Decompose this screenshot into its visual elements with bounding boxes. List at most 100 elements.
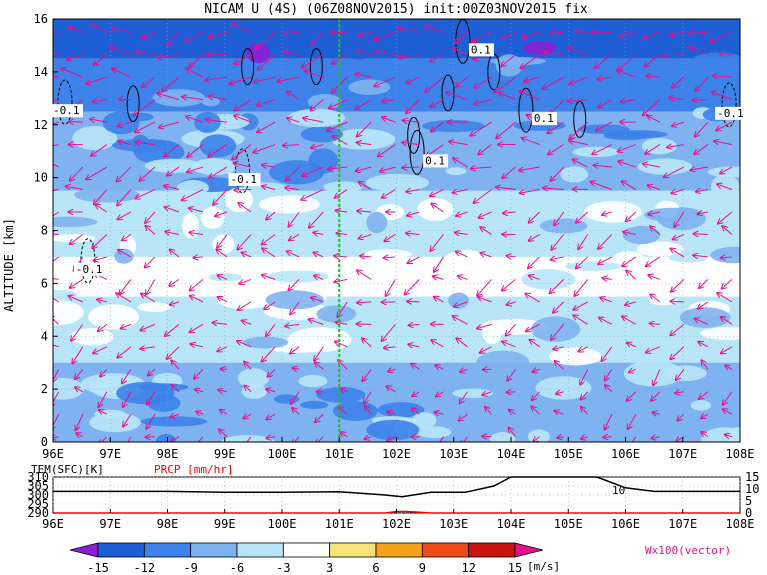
x-tick-label: 97E <box>99 447 121 461</box>
x-tick-label: 104E <box>497 447 526 461</box>
wind-vector <box>287 251 300 258</box>
wind-vector <box>431 340 444 348</box>
y-tick-label: 16 <box>34 12 48 26</box>
wind-vector <box>254 76 276 82</box>
wind-vector <box>287 91 300 101</box>
wind-vector <box>474 99 492 104</box>
wind-vector <box>701 360 709 370</box>
wind-vector <box>652 413 660 415</box>
wind-vector <box>618 144 636 152</box>
wind-vector <box>162 76 180 91</box>
wind-vector <box>243 436 252 442</box>
wind-vector <box>140 347 155 349</box>
wind-vector <box>550 99 565 115</box>
x-tick-label: 98E <box>157 447 179 461</box>
wind-vector <box>667 145 684 148</box>
wind-vector <box>502 166 516 178</box>
wind-vector <box>53 121 59 125</box>
wind-vector <box>233 163 252 168</box>
wind-vector <box>403 120 420 122</box>
u-shade-patch <box>637 158 693 175</box>
wind-vector <box>573 315 588 325</box>
wind-vector <box>283 145 300 146</box>
wind-vector <box>581 407 589 415</box>
wind-vector <box>327 121 348 131</box>
wind-vector <box>664 166 685 177</box>
wind-vector <box>622 256 637 266</box>
wind-vector <box>388 369 396 371</box>
wind-vector <box>646 346 661 353</box>
wind-vector <box>551 32 564 33</box>
wind-vector <box>650 323 660 324</box>
wind-vector <box>118 141 131 144</box>
wind-vector <box>215 211 228 216</box>
wind-vector <box>470 121 492 136</box>
wind-vector <box>165 207 180 213</box>
wind-vector <box>148 368 156 375</box>
u-shade-patch <box>521 269 576 290</box>
wind-vector <box>266 324 276 336</box>
wind-vector <box>122 369 132 383</box>
u-shade-patch <box>106 271 144 281</box>
wind-vector <box>266 437 276 439</box>
wind-vector <box>699 391 709 399</box>
wind-vector <box>676 368 685 380</box>
wind-vector <box>567 48 588 56</box>
wind-vector <box>139 166 156 181</box>
wind-vector <box>309 211 324 228</box>
wind-vector <box>721 317 733 325</box>
wind-vector <box>520 189 540 194</box>
sub-x-tick-label: 98E <box>157 517 179 531</box>
wind-vector <box>146 279 156 294</box>
u-shade-patch <box>300 126 343 143</box>
wind-vector <box>314 252 324 258</box>
wind-vector <box>164 186 180 191</box>
contour-label: -0.1 <box>717 107 744 120</box>
u-shade-patch <box>482 320 503 345</box>
u-shade-patch <box>137 383 189 392</box>
wind-vector <box>292 368 300 369</box>
wind-vector <box>288 211 300 227</box>
y-tick-label: 12 <box>34 118 48 132</box>
wind-vector <box>409 324 420 325</box>
u-shade-patch <box>668 252 708 263</box>
x-tick-label: 107E <box>668 447 697 461</box>
wind-vector <box>157 55 180 58</box>
wind-vector <box>721 346 733 354</box>
wind-vector <box>67 54 83 60</box>
wind-vector <box>238 203 252 213</box>
wind-vector <box>290 301 300 315</box>
sub-x-tick-label: 104E <box>497 517 526 531</box>
wind-vector <box>267 368 276 377</box>
x-tick-label: 106E <box>611 447 640 461</box>
u-shade-patch <box>384 259 448 280</box>
u-shade-patch <box>577 124 630 135</box>
colorbar-segment <box>97 542 145 558</box>
wind-vector <box>643 31 661 38</box>
wind-vector <box>335 342 348 348</box>
wind-vector <box>53 414 60 429</box>
wind-vector <box>360 256 372 257</box>
wind-vector <box>384 257 396 258</box>
sub-annotation: 10 <box>612 484 625 497</box>
wind-vector <box>234 116 252 123</box>
wind-vector <box>508 428 516 438</box>
wind-vector <box>453 48 468 56</box>
wind-vector <box>90 119 107 122</box>
wind-vector <box>170 302 180 305</box>
wind-vector <box>311 298 324 303</box>
wind-vector <box>311 145 324 148</box>
wind-vector <box>290 346 300 354</box>
sub-x-tick-label: 108E <box>726 517 755 531</box>
wind-vector <box>357 302 372 303</box>
u-shade-patch <box>707 166 740 178</box>
u-shade-patch <box>679 307 731 328</box>
wind-vector <box>555 361 565 370</box>
wind-vector <box>721 257 733 258</box>
u-shade-patch <box>412 412 437 429</box>
wind-vector <box>455 76 468 87</box>
contour-label: -0.1 <box>76 263 103 276</box>
wind-vector <box>478 144 492 155</box>
wind-vector <box>53 30 59 33</box>
sub-plot: 10 <box>52 476 741 514</box>
